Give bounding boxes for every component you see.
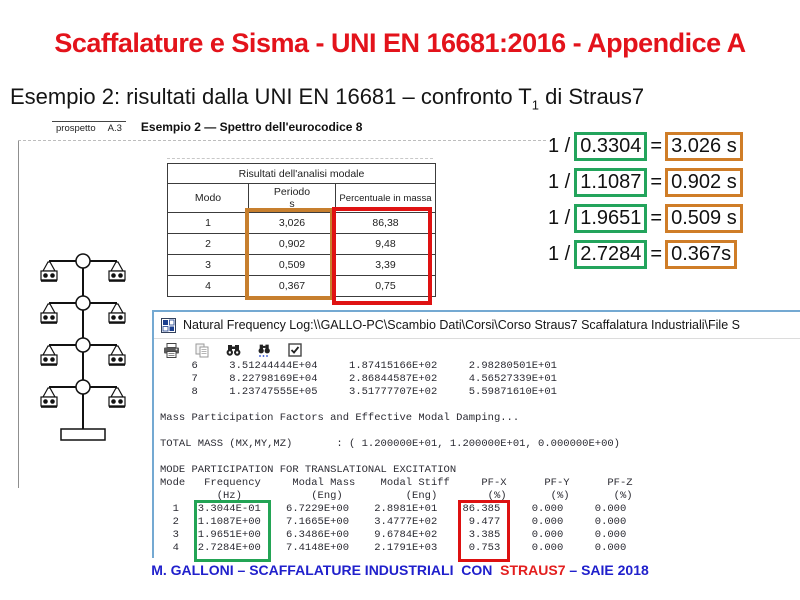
column-header-periodo: Periodo s [248, 183, 336, 213]
modal-results-table: Risultati dell'analisi modale Modo Perio… [167, 163, 436, 297]
document-caption: prospetto A.3 Esempio 2 — Spettro dell'e… [52, 120, 362, 134]
table-row: 1 3,026 86,38 [167, 212, 436, 234]
frequency-value-box: 1.1087 [574, 168, 648, 197]
natural-frequency-log-window: Natural Frequency Log:\\GALLO-PC\Scambio… [152, 310, 800, 562]
slide-subtitle: Esempio 2: risultati dalla UNI EN 16681 … [10, 84, 644, 112]
period-value-box: 3.026 s [665, 132, 743, 161]
scan-artifact-line [167, 158, 433, 159]
frequency-value-box: 2.7284 [574, 240, 648, 269]
footer-author: M. GALLONI – SCAFFALATURE INDUSTRIALI CO… [151, 562, 501, 578]
period-value-box: 0.902 s [665, 168, 743, 197]
equation-row: 1 / 1.1087 = 0.902 s [548, 167, 743, 198]
app-icon [161, 317, 176, 333]
subtitle-text: Esempio 2: risultati dalla UNI EN 16681 … [10, 84, 532, 109]
table-row: 2 0,902 9,48 [167, 233, 436, 255]
checkbox-checked-icon[interactable] [286, 342, 304, 359]
rack-structure-diagram [39, 253, 127, 441]
printer-icon[interactable] [162, 342, 180, 359]
find-next-icon[interactable] [255, 342, 273, 359]
column-header-percentuale: Percentuale in massa [335, 183, 436, 213]
subtitle-subscript: 1 [531, 97, 539, 113]
period-value-box: 0.367s [665, 240, 738, 269]
footer-brand: STRAUS7 [500, 562, 566, 578]
window-title: Natural Frequency Log:\\GALLO-PC\Scambio… [183, 318, 740, 332]
frequency-value-box: 1.9651 [574, 204, 648, 233]
table-row: 3 0,509 3,39 [167, 254, 436, 276]
window-toolbar [154, 339, 800, 361]
equation-row: 1 / 1.9651 = 0.509 s [548, 203, 743, 234]
table-title: Risultati dell'analisi modale [167, 163, 436, 184]
slide-title: Scaffalature e Sisma - UNI EN 16681:2016… [54, 28, 746, 58]
column-header-modo: Modo [167, 183, 249, 213]
footer-event: – SAIE 2018 [565, 562, 649, 578]
find-icon[interactable] [224, 342, 242, 359]
prospetto-label: prospetto A.3 [52, 121, 126, 134]
subtitle-suffix: di Straus7 [538, 84, 645, 109]
scan-page-border [18, 141, 19, 488]
period-value-box: 0.509 s [665, 204, 743, 233]
table-row: 4 0,367 0,75 [167, 275, 436, 297]
equation-row: 1 / 0.3304 = 3.026 s [548, 131, 743, 162]
scan-divider-line [18, 140, 546, 141]
frequency-value-box: 0.3304 [574, 132, 648, 161]
equations-block: 1 / 0.3304 = 3.026 s 1 / 1.1087 = 0.902 … [548, 131, 743, 275]
slide-footer: M. GALLONI – SCAFFALATURE INDUSTRIALI CO… [0, 562, 800, 578]
frequency-log-text: 6 3.51244444E+04 1.87415166E+02 2.982805… [160, 360, 633, 554]
example-caption-title: Esempio 2 — Spettro dell'eurocodice 8 [140, 120, 363, 134]
window-title-bar: Natural Frequency Log:\\GALLO-PC\Scambio… [154, 312, 800, 339]
copy-icon[interactable] [193, 342, 211, 359]
equation-row: 1 / 2.7284 = 0.367s [548, 239, 743, 270]
